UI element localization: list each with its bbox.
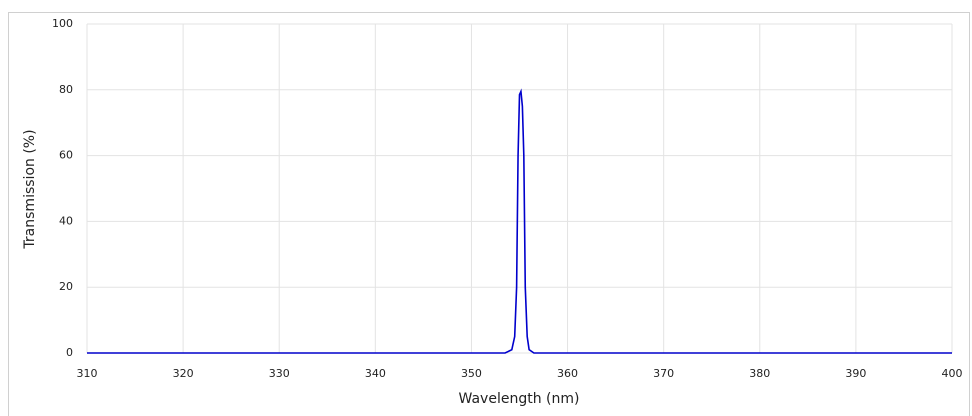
y-tick-label: 20 <box>59 280 73 293</box>
x-tick-label: 390 <box>845 367 866 380</box>
y-tick-label: 0 <box>66 346 73 359</box>
x-tick-label: 360 <box>557 367 578 380</box>
x-tick-label: 320 <box>173 367 194 380</box>
y-tick-label: 40 <box>59 214 73 227</box>
chart-frame <box>8 12 970 416</box>
x-tick-label: 350 <box>461 367 482 380</box>
y-tick-label: 100 <box>52 17 73 30</box>
y-axis-title: Transmission (%) <box>22 129 38 249</box>
x-axis-title: Wavelength (nm) <box>459 391 580 407</box>
x-tick-label: 340 <box>365 367 386 380</box>
x-tick-label: 330 <box>269 367 290 380</box>
y-tick-label: 60 <box>59 149 73 162</box>
data-line <box>87 88 952 354</box>
x-tick-label: 370 <box>653 367 674 380</box>
x-tick-label: 380 <box>749 367 770 380</box>
x-tick-label: 400 <box>942 367 963 380</box>
y-tick-label: 80 <box>59 83 73 96</box>
x-tick-label: 310 <box>77 367 98 380</box>
